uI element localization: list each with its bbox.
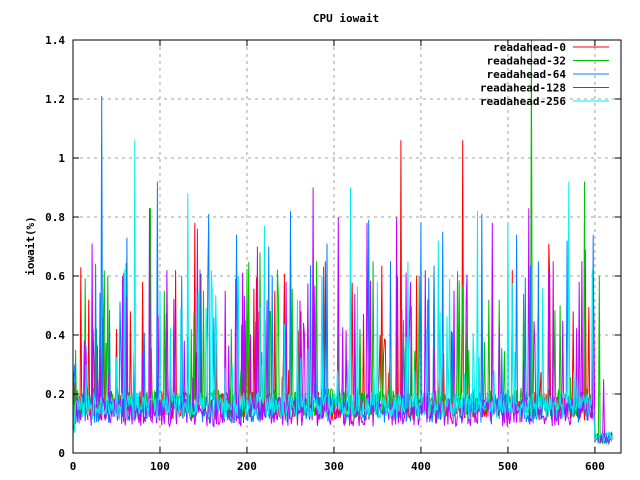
x-tick-label: 100 (150, 460, 170, 473)
y-tick-label: 1.4 (45, 34, 65, 47)
y-tick-label: 0.2 (45, 388, 65, 401)
y-tick-label: 0.6 (45, 270, 65, 283)
y-tick-label: 0 (58, 447, 65, 460)
legend: readahead-0readahead-32readahead-64reada… (480, 41, 609, 108)
y-tick-label: 0.4 (45, 329, 65, 342)
plot-border (72, 39, 622, 454)
legend-label: readahead-0 (493, 41, 566, 54)
y-tick-label: 0.8 (45, 211, 65, 224)
ticks: 0 0.2 0.4 0.6 0.8 1 1.2 1.4 0 100 200 300 400 500 600 (45, 34, 621, 473)
series-lines (72, 39, 613, 446)
series-line-readahead-128 (72, 187, 613, 444)
x-tick-label: 300 (324, 460, 344, 473)
legend-label: readahead-256 (480, 95, 566, 108)
x-tick-label: 200 (237, 460, 257, 473)
chart-title: CPU iowait (313, 12, 379, 25)
x-tick-label: 500 (498, 460, 518, 473)
legend-label: readahead-32 (487, 55, 566, 68)
y-tick-label: 1 (58, 152, 65, 165)
x-tick-label: 400 (411, 460, 431, 473)
x-tick-label: 600 (585, 460, 605, 473)
legend-label: readahead-128 (480, 82, 566, 95)
x-tick-label: 0 (70, 460, 77, 473)
series-line-readahead-256 (72, 140, 613, 444)
legend-label: readahead-64 (487, 68, 567, 81)
y-tick-label: 1.2 (45, 93, 65, 106)
y-axis-label: iowait(%) (24, 216, 37, 276)
